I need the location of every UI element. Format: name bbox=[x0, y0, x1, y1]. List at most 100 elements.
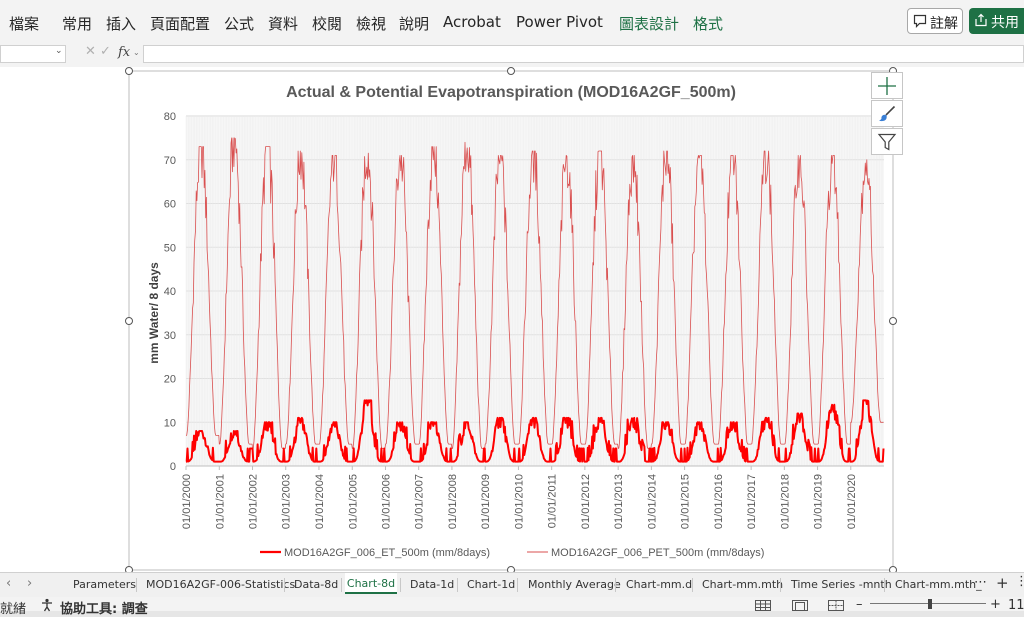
sheet-tab-chart-8d[interactable]: Chart-8d bbox=[345, 573, 397, 594]
zoom-in-icon[interactable]: + bbox=[990, 597, 1001, 612]
accessibility-status[interactable]: 協助工具: 調查 bbox=[60, 602, 148, 617]
tab-review[interactable]: 校閱 bbox=[312, 15, 343, 33]
legend[interactable]: MOD16A2GF_006_ET_500m (mm/8days) MOD16A2… bbox=[260, 547, 764, 559]
tab-divider bbox=[780, 578, 781, 592]
normal-view-icon[interactable] bbox=[755, 600, 771, 615]
sheet-tab-data-1d[interactable]: Data-1d bbox=[410, 578, 455, 591]
x-tick-label: 01/01/2004 bbox=[314, 474, 326, 529]
x-tick-label: 01/01/2014 bbox=[646, 474, 658, 529]
x-tick-label: 01/01/2018 bbox=[779, 474, 791, 529]
sheet-tab-time-series-mnth[interactable]: Time Series -mnth bbox=[791, 578, 892, 591]
sheet-tab-data-8d[interactable]: Data-8d bbox=[294, 578, 339, 591]
tab-help[interactable]: 說明 bbox=[399, 15, 430, 33]
formula-expand-icon[interactable]: ⌄ bbox=[133, 48, 140, 57]
tab-divider bbox=[136, 578, 137, 592]
resize-handle[interactable] bbox=[507, 566, 515, 573]
sheet-tab-chart-mm-d[interactable]: Chart-mm.d bbox=[626, 578, 693, 591]
tab-acrobat[interactable]: Acrobat bbox=[443, 13, 501, 31]
paintbrush-icon bbox=[879, 105, 896, 121]
series-group bbox=[185, 137, 885, 463]
tab-chart-design[interactable]: 圖表設計 bbox=[619, 15, 680, 33]
y-tick-label: 70 bbox=[164, 155, 176, 167]
tab-insert[interactable]: 插入 bbox=[106, 15, 137, 33]
chart-elements-button[interactable] bbox=[871, 72, 903, 99]
chevron-right-icon[interactable]: › bbox=[27, 576, 33, 591]
sheet-tab-chart-mm-mth-2[interactable]: Chart-mm.mth_ bbox=[895, 578, 982, 591]
x-axis[interactable]: 01/01/2000 01/01/2001 01/01/2002 01/01/2003… bbox=[181, 465, 884, 529]
legend-et-label: MOD16A2GF_006_ET_500m (mm/8days) bbox=[284, 547, 490, 559]
ready-status: 就緒 bbox=[0, 602, 27, 617]
scroll-handle-icon[interactable]: ⋮ bbox=[1015, 574, 1024, 589]
cancel-icon[interactable]: ✕ bbox=[85, 44, 96, 59]
x-tick-label: 01/01/2019 bbox=[813, 474, 825, 529]
resize-handle[interactable] bbox=[507, 67, 515, 75]
formula-input[interactable] bbox=[143, 45, 1024, 63]
comments-button[interactable]: 註解 bbox=[907, 8, 963, 34]
tab-view[interactable]: 檢視 bbox=[356, 15, 387, 33]
resize-handle[interactable] bbox=[889, 566, 897, 573]
series-et-line bbox=[185, 399, 885, 463]
chart-styles-button[interactable] bbox=[871, 100, 903, 127]
chevron-down-icon[interactable]: ⌄ bbox=[55, 46, 63, 56]
x-tick-label: 01/01/2000 bbox=[181, 474, 193, 529]
tab-divider bbox=[341, 578, 342, 592]
page-layout-view-icon[interactable] bbox=[792, 600, 808, 615]
resize-handle[interactable] bbox=[889, 317, 897, 325]
sheet-tab-statistics[interactable]: MOD16A2GF-006-Statistics bbox=[146, 578, 296, 591]
x-tick-label: 01/01/2011 bbox=[547, 474, 559, 528]
resize-handle[interactable] bbox=[125, 317, 133, 325]
chart-filters-button[interactable] bbox=[871, 128, 903, 155]
resize-handle[interactable] bbox=[125, 67, 133, 75]
sheet-tab-chart-1d[interactable]: Chart-1d bbox=[467, 578, 516, 591]
tab-divider bbox=[284, 578, 285, 592]
x-tick-label: 01/01/2002 bbox=[248, 474, 260, 529]
comment-icon bbox=[913, 14, 927, 32]
x-tick-label: 01/01/2012 bbox=[580, 474, 592, 529]
y-tick-label: 60 bbox=[164, 199, 176, 211]
tab-data[interactable]: 資料 bbox=[268, 15, 299, 33]
x-tick-label: 01/01/2008 bbox=[447, 474, 459, 529]
name-box[interactable]: ⌄ bbox=[0, 45, 66, 63]
y-axis-title[interactable]: mm Water/ 8 days bbox=[147, 262, 161, 364]
share-icon bbox=[974, 13, 988, 31]
zoom-level[interactable]: 11 bbox=[1008, 598, 1024, 613]
accessibility-icon[interactable] bbox=[40, 598, 54, 616]
resize-handle[interactable] bbox=[125, 566, 133, 573]
more-sheets-icon[interactable]: ⋯ bbox=[974, 575, 987, 590]
add-sheet-icon[interactable]: + bbox=[996, 574, 1009, 592]
x-tick-label: 01/01/2009 bbox=[480, 474, 492, 529]
y-tick-label: 50 bbox=[164, 242, 176, 254]
zoom-out-icon[interactable]: – bbox=[856, 597, 863, 612]
plus-icon bbox=[878, 76, 896, 95]
tab-file[interactable]: 檔案 bbox=[9, 15, 40, 33]
status-bar: 就緒 協助工具: 調查 – + 11 bbox=[0, 597, 1024, 617]
y-tick-label: 20 bbox=[164, 374, 176, 386]
check-icon[interactable]: ✓ bbox=[100, 44, 111, 59]
tab-formulas[interactable]: 公式 bbox=[224, 15, 255, 33]
sheet-tab-bar: ‹ › Parameters MOD16A2GF-006-Statistics … bbox=[0, 572, 1024, 598]
sheet-tab-parameters[interactable]: Parameters bbox=[73, 578, 136, 591]
insert-function-button[interactable]: fx bbox=[118, 45, 131, 60]
chevron-left-icon[interactable]: ‹ bbox=[6, 576, 12, 591]
tab-format[interactable]: 格式 bbox=[693, 15, 724, 33]
series-pet-line bbox=[185, 137, 884, 449]
chart-title[interactable]: Actual & Potential Evapotranspiration (M… bbox=[286, 84, 736, 101]
tab-divider bbox=[517, 578, 518, 592]
page-break-view-icon[interactable] bbox=[828, 600, 844, 615]
comments-label: 註解 bbox=[930, 16, 958, 32]
x-tick-label: 01/01/2017 bbox=[746, 474, 758, 529]
x-tick-label: 01/01/2020 bbox=[846, 474, 858, 529]
x-tick-label: 01/01/2005 bbox=[347, 474, 359, 529]
worksheet: Actual & Potential Evapotranspiration (M… bbox=[0, 67, 1024, 572]
zoom-slider-thumb[interactable] bbox=[928, 599, 932, 609]
x-tick-label: 01/01/2016 bbox=[713, 474, 725, 529]
tab-power-pivot[interactable]: Power Pivot bbox=[516, 13, 603, 31]
chart[interactable]: Actual & Potential Evapotranspiration (M… bbox=[0, 67, 1024, 572]
tab-page-layout[interactable]: 頁面配置 bbox=[150, 15, 211, 33]
sheet-tab-chart-mm-mth[interactable]: Chart-mm.mth bbox=[702, 578, 784, 591]
x-tick-label: 01/01/2007 bbox=[414, 474, 426, 529]
share-button[interactable]: 共用 bbox=[969, 8, 1024, 34]
sheet-tab-monthly-average[interactable]: Monthly Average bbox=[528, 578, 621, 591]
y-axis[interactable]: 0 10 20 30 40 50 60 70 80 bbox=[164, 111, 176, 473]
tab-home[interactable]: 常用 bbox=[62, 15, 93, 33]
